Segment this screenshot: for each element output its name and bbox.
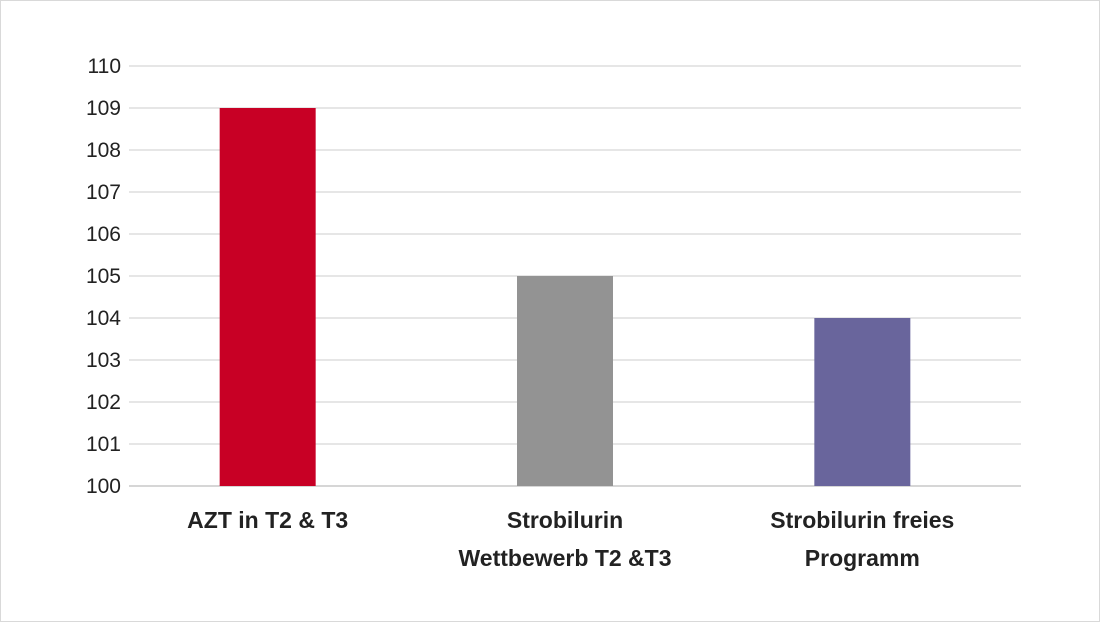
y-tick-label: 105: [86, 265, 121, 288]
x-category-label-line: Programm: [805, 545, 920, 571]
x-category-label: Strobilurin Wettbewerb T2 &T3: [459, 507, 672, 571]
y-tick-label: 106: [86, 223, 121, 246]
y-tick-label: 101: [86, 433, 121, 456]
x-category-label: Strobilurin freies Programm: [770, 507, 954, 571]
y-tick-label: 109: [86, 97, 121, 120]
y-tick-label: 107: [86, 181, 121, 204]
x-category-label-line: AZT in T2 & T3: [187, 507, 348, 533]
y-axis-tick-labels: 100 101 102 103 104 105 106 107 108 109 110: [86, 55, 121, 498]
y-tick-label: 104: [86, 307, 121, 330]
x-category-label-line: Strobilurin freies: [770, 507, 954, 533]
bar: [219, 108, 316, 486]
bars: [219, 108, 911, 486]
bar: [814, 318, 911, 486]
y-tick-label: 110: [88, 55, 121, 78]
y-tick-label: 108: [86, 139, 121, 162]
y-tick-label: 102: [86, 391, 121, 414]
x-category-label-line: Strobilurin: [507, 507, 623, 533]
bar: [517, 276, 613, 486]
y-tick-label: 100: [86, 475, 121, 498]
x-category-label: AZT in T2 & T3: [187, 507, 348, 533]
y-tick-label: 103: [86, 349, 121, 372]
x-category-label-line: Wettbewerb T2 &T3: [459, 545, 672, 571]
x-axis-category-labels: AZT in T2 & T3 Strobilurin Wettbewerb T2 &…: [187, 507, 954, 571]
